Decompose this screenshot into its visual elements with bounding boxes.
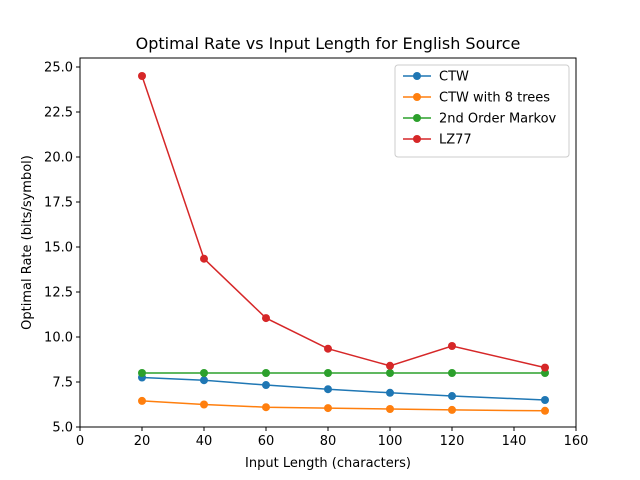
data-point [324, 404, 332, 413]
chart-title: Optimal Rate vs Input Length for English… [136, 34, 521, 53]
data-point [200, 400, 208, 409]
legend-label: CTW with 8 trees [439, 91, 550, 106]
legend-marker [413, 114, 421, 122]
legend: CTW CTW with 8 trees 2nd Order Markov LZ77 [394, 64, 570, 158]
y-tick-label: 22.5 [44, 106, 73, 121]
data-point [386, 369, 394, 377]
data-point [262, 369, 270, 377]
legend-marker [413, 135, 421, 143]
data-point [324, 344, 332, 353]
y-tick-label: 20.0 [44, 151, 73, 166]
x-tick-label: 140 [502, 434, 527, 449]
y-axis-title: Optimal Rate (bits/symbol) [20, 155, 35, 330]
x-tick-label: 60 [258, 434, 275, 449]
data-point [200, 254, 208, 263]
y-tick-label: 5.0 [52, 421, 73, 436]
y-axis: 5.0 7.5 10.0 12.5 15.0 17.5 20.0 22.5 25.0 [44, 61, 80, 436]
data-point [324, 369, 332, 377]
legend-label: CTW [439, 70, 469, 85]
y-tick-label: 17.5 [44, 196, 73, 211]
data-point [541, 406, 549, 415]
legend-label: 2nd Order Markov [439, 112, 557, 127]
y-tick-label: 10.0 [44, 331, 73, 346]
x-tick-label: 100 [378, 434, 403, 449]
data-point [324, 385, 332, 394]
plot-area [138, 72, 549, 415]
data-point [200, 369, 208, 377]
data-point [138, 369, 146, 377]
data-point [262, 314, 270, 323]
data-point [200, 376, 208, 385]
data-point [386, 361, 394, 370]
data-point [541, 363, 549, 372]
x-axis: 0 20 40 60 80 100 120 140 160 [76, 427, 589, 449]
y-tick-label: 12.5 [44, 286, 73, 301]
data-point [448, 369, 456, 377]
data-point [448, 405, 456, 414]
x-tick-label: 0 [76, 434, 84, 449]
x-tick-label: 20 [134, 434, 151, 449]
data-point [448, 342, 456, 350]
data-point [541, 396, 549, 404]
y-tick-label: 15.0 [44, 241, 73, 256]
x-tick-label: 120 [440, 434, 465, 449]
x-tick-label: 80 [320, 434, 337, 449]
data-point [262, 381, 270, 390]
data-point [138, 72, 146, 80]
data-point [448, 392, 456, 401]
x-axis-title: Input Length (characters) [245, 456, 411, 471]
x-tick-label: 40 [196, 434, 213, 449]
y-tick-label: 25.0 [44, 61, 73, 76]
legend-marker [413, 72, 421, 80]
data-point [262, 403, 270, 412]
data-point [386, 405, 394, 413]
legend-label: LZ77 [439, 133, 472, 148]
y-tick-label: 7.5 [52, 376, 73, 391]
data-point [386, 388, 394, 397]
legend-box [394, 64, 570, 158]
x-tick-label: 160 [564, 434, 589, 449]
legend-marker [413, 93, 421, 101]
data-point [138, 396, 146, 405]
